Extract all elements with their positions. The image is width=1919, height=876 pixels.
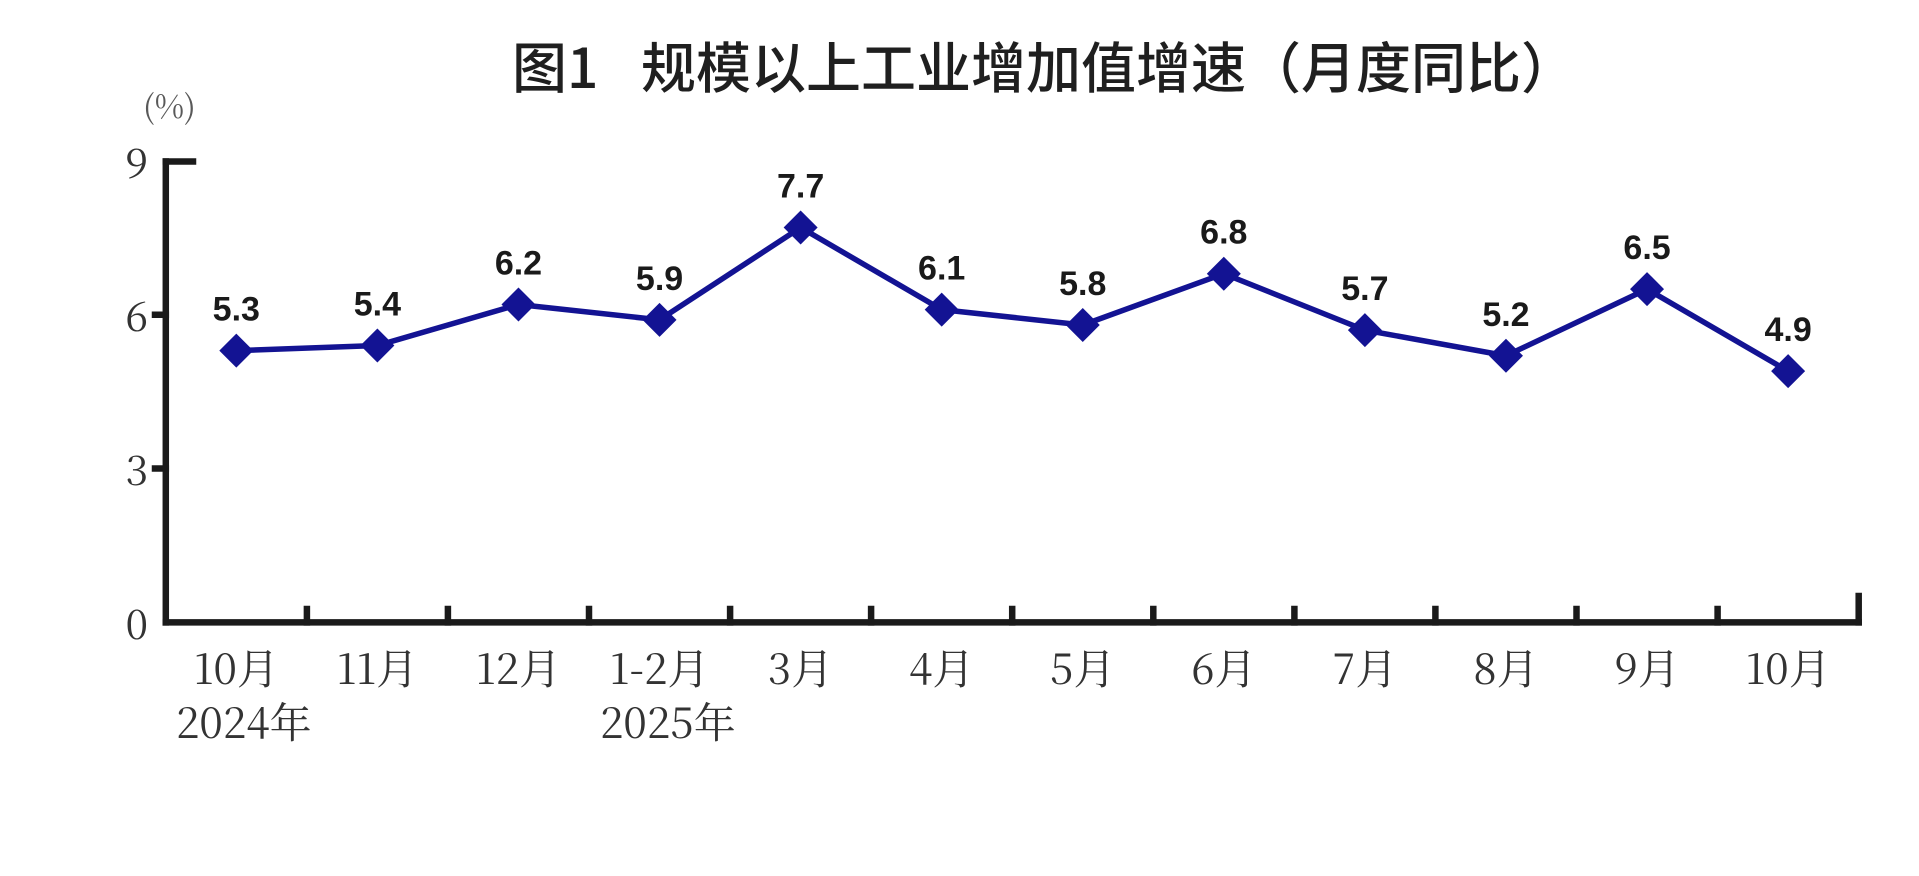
svg-text:6月: 6月	[1191, 637, 1256, 697]
svg-text:8月: 8月	[1473, 637, 1538, 697]
svg-text:11月: 11月	[337, 637, 419, 697]
svg-text:9: 9	[125, 131, 148, 190]
svg-text:6.8: 6.8	[1200, 214, 1247, 252]
svg-text:9月: 9月	[1614, 637, 1680, 697]
svg-text:5.4: 5.4	[354, 286, 401, 324]
svg-text:5.8: 5.8	[1059, 265, 1106, 303]
svg-text:7月: 7月	[1332, 637, 1397, 697]
svg-text:12月: 12月	[476, 637, 561, 697]
svg-text:6: 6	[125, 284, 148, 343]
svg-text:规模以上工业增加值增速（月度同比）: 规模以上工业增加值增速（月度同比）	[641, 24, 1576, 104]
svg-text:2024年: 2024年	[176, 691, 312, 751]
svg-text:3月: 3月	[768, 637, 833, 697]
svg-text:5.9: 5.9	[636, 260, 683, 298]
svg-text:1-2月: 1-2月	[610, 637, 710, 697]
svg-text:7.7: 7.7	[777, 168, 824, 206]
svg-text:2025年: 2025年	[600, 691, 736, 751]
svg-text:5.2: 5.2	[1482, 296, 1529, 334]
svg-text:0: 0	[125, 592, 148, 651]
svg-text:图1: 图1	[512, 24, 598, 104]
svg-text:3: 3	[125, 438, 148, 497]
svg-text:6.5: 6.5	[1623, 229, 1670, 267]
svg-text:5.3: 5.3	[213, 291, 260, 329]
svg-text:6.1: 6.1	[918, 250, 965, 288]
svg-text:4月: 4月	[909, 637, 974, 697]
svg-text:4.9: 4.9	[1764, 311, 1811, 349]
svg-text:10月: 10月	[194, 637, 279, 697]
svg-text:5.7: 5.7	[1341, 270, 1388, 308]
svg-text:(%): (%)	[143, 82, 196, 128]
svg-text:6.2: 6.2	[495, 245, 542, 283]
svg-text:10月: 10月	[1746, 637, 1831, 697]
svg-text:5月: 5月	[1050, 637, 1115, 697]
